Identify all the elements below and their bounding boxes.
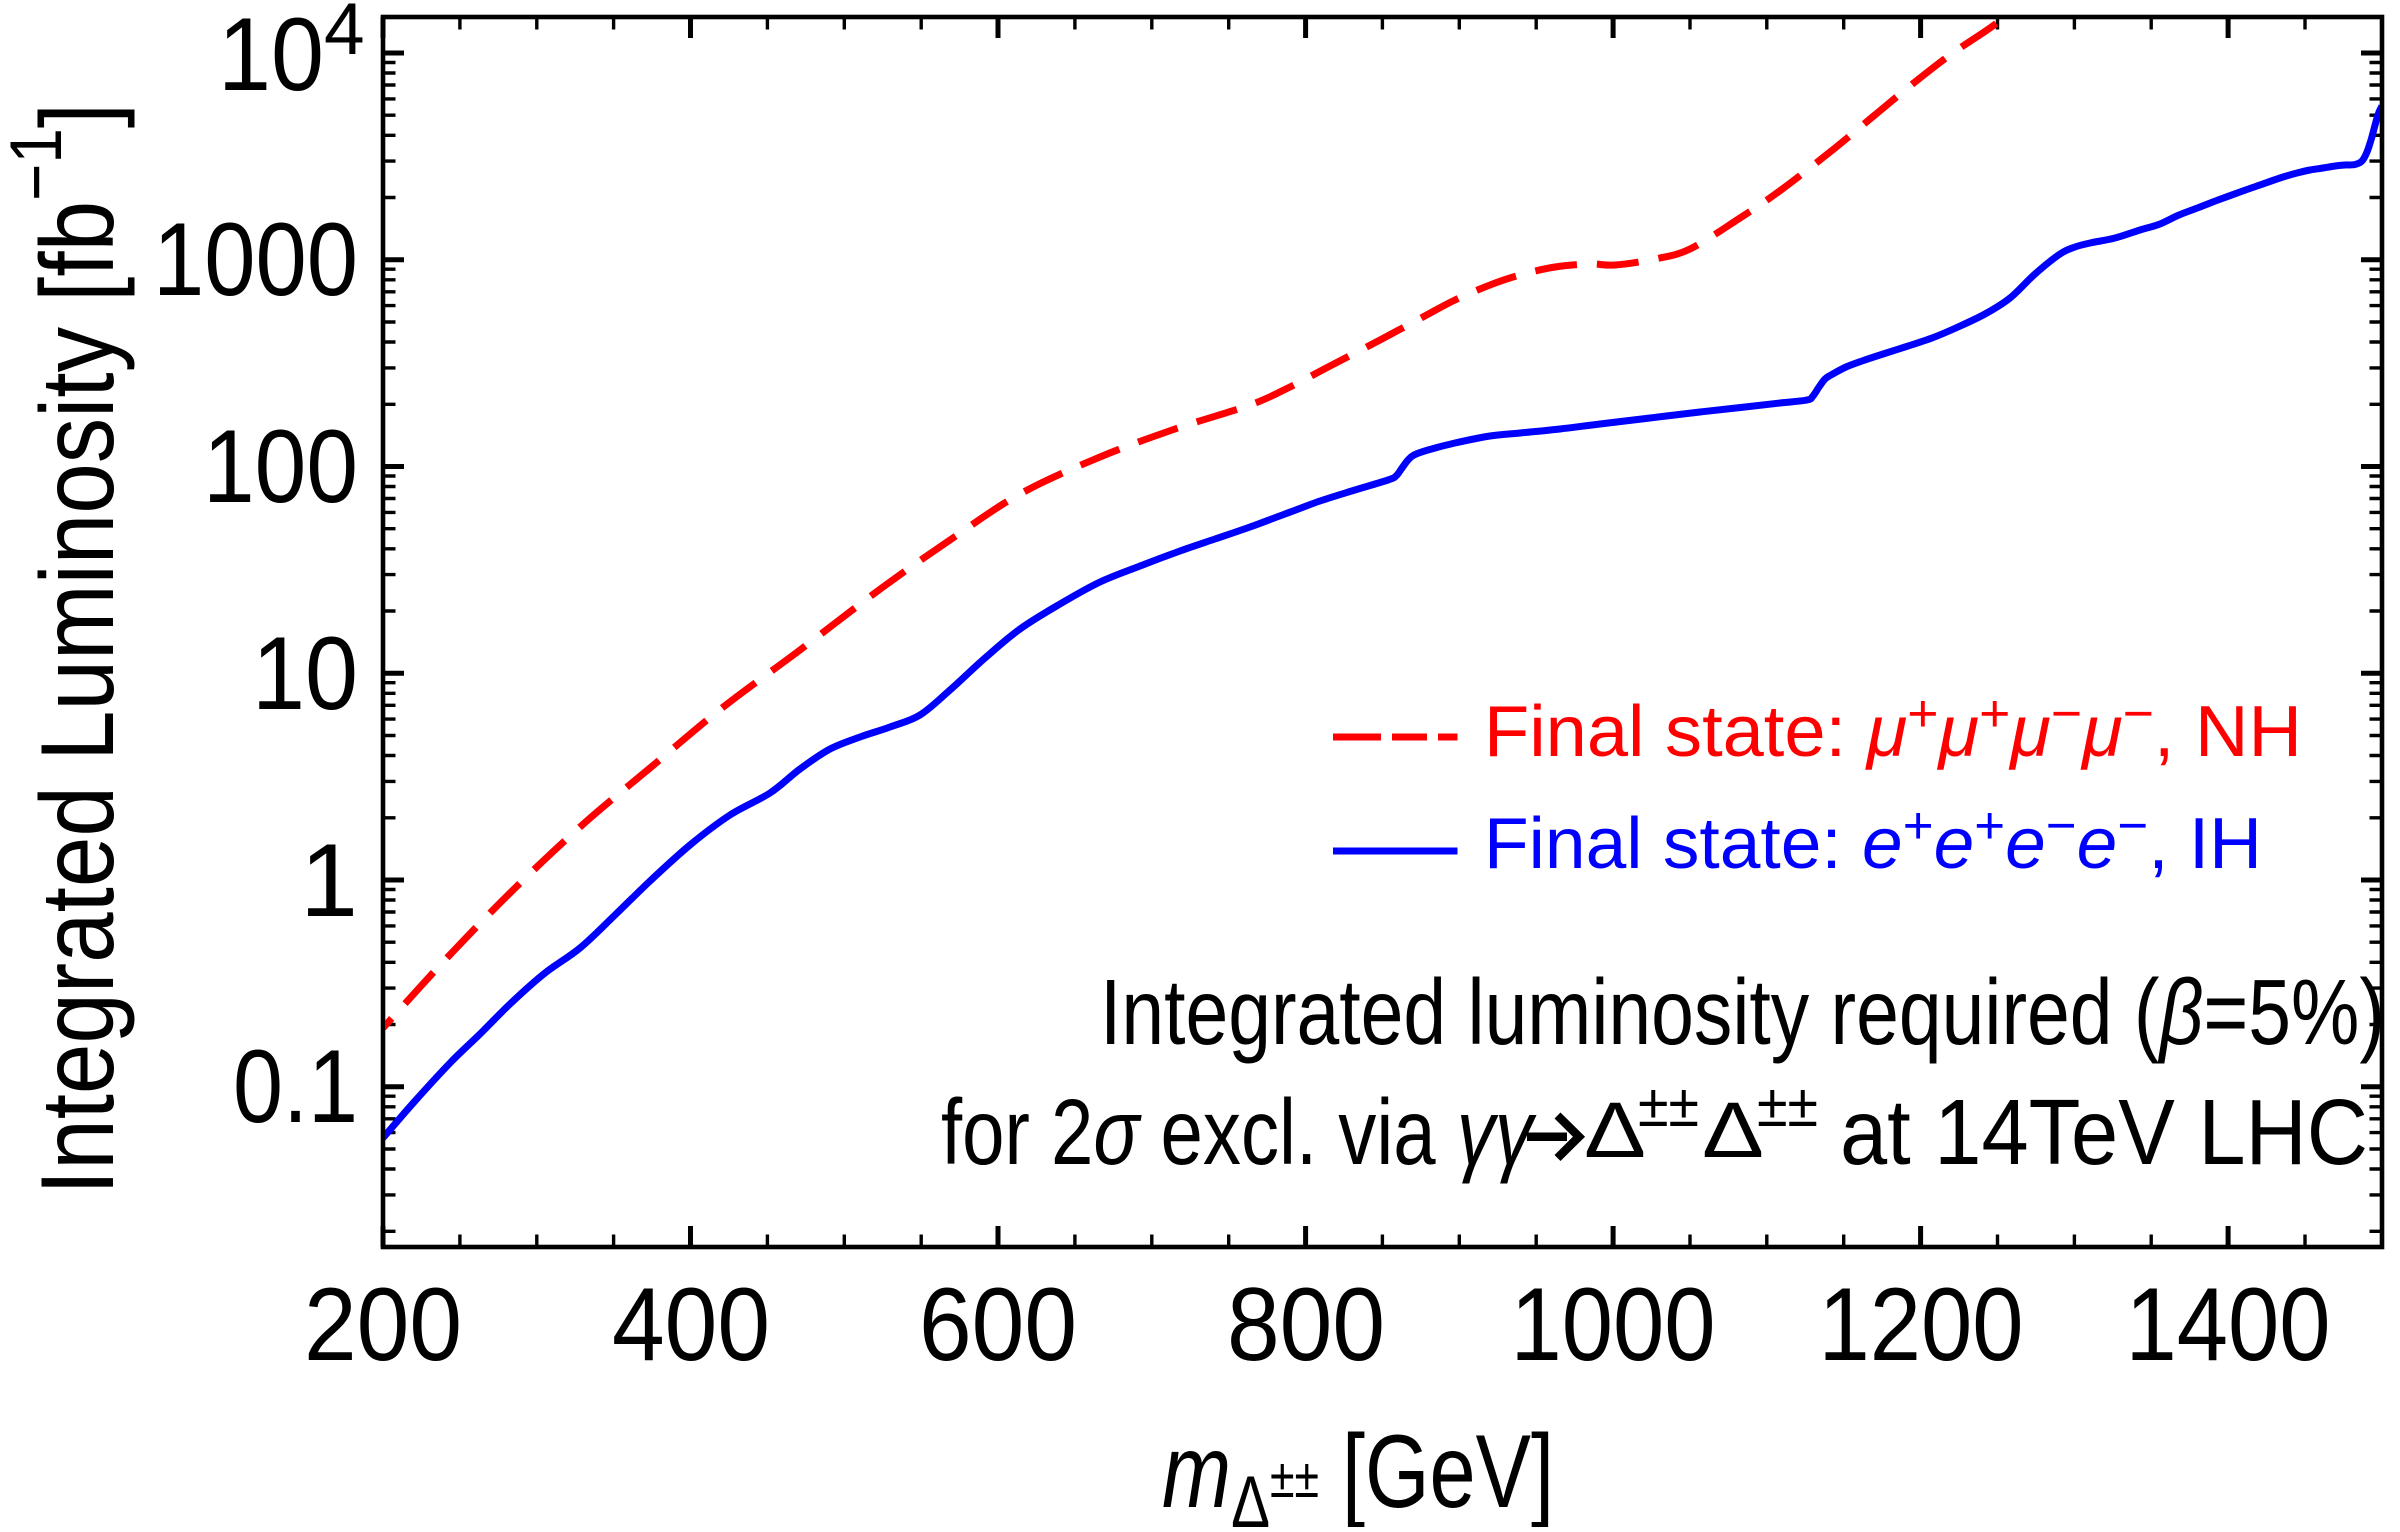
svg-text:Δ: Δ [1702,1085,1764,1174]
svg-text:Integrated Luminosity [fb−1]: Integrated Luminosity [fb−1] [0,103,136,1195]
svg-text:1: 1 [300,823,358,939]
svg-text:1400: 1400 [2126,1267,2331,1383]
svg-text:at 14TeV LHC: at 14TeV LHC [1840,1080,2368,1184]
svg-text:1000: 1000 [153,202,358,318]
svg-text:mΔ±± [GeV]: mΔ±± [GeV] [1162,1414,1554,1527]
svg-text:0.1: 0.1 [233,1029,358,1145]
svg-text:for 2σ excl. via γγ: for 2σ excl. via γγ [941,1080,1537,1184]
svg-text:1000: 1000 [1511,1267,1716,1383]
svg-text:100: 100 [203,409,358,525]
svg-text:±±: ±± [1638,1072,1699,1139]
svg-text:800: 800 [1227,1267,1385,1383]
svg-text:1200: 1200 [1819,1267,2024,1383]
svg-text:Final state: μ+μ+μ−μ−, NH: Final state: μ+μ+μ−μ−, NH [1484,685,2302,772]
svg-text:104: 104 [218,0,365,113]
svg-text:200: 200 [304,1267,462,1383]
svg-text:400: 400 [612,1267,770,1383]
svg-text:10: 10 [252,616,358,732]
svg-text:Δ: Δ [1584,1085,1646,1174]
svg-text:±±: ±± [1757,1072,1818,1139]
svg-text:600: 600 [919,1267,1077,1383]
svg-text:Integrated luminosity required: Integrated luminosity required (β=5%) [1100,960,2385,1064]
